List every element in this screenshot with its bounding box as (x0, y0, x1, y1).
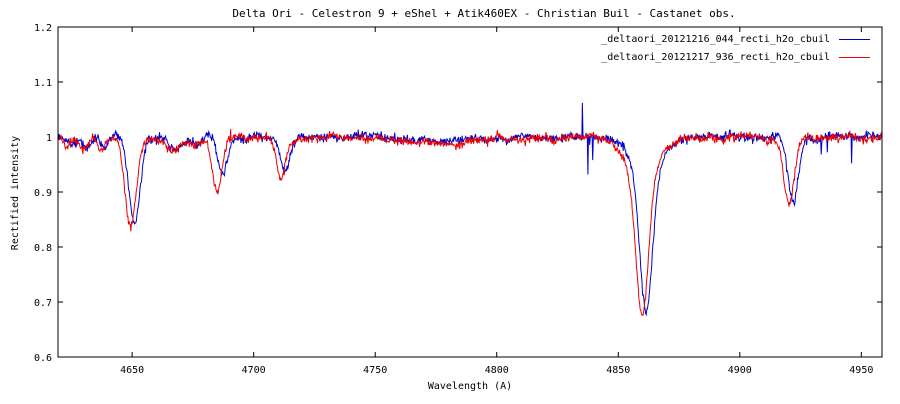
x-tick-label: 4900 (728, 365, 752, 376)
legend: _deltaori_20121216_044_recti_h2o_cbuil _… (601, 31, 870, 65)
series-line-red (57, 128, 883, 317)
x-tick-label: 4800 (485, 365, 509, 376)
x-tick-label: 4850 (606, 365, 630, 376)
legend-line-sample-blue (839, 38, 870, 40)
y-tick-label: 0.7 (34, 298, 52, 309)
legend-line-sample-red (839, 56, 870, 58)
legend-label-red: _deltaori_20121217_936_recti_h2o_cbuil (601, 51, 830, 63)
y-tick-label: 0.8 (34, 243, 52, 254)
series-line-blue (57, 102, 883, 317)
legend-label-blue: _deltaori_20121216_044_recti_h2o_cbuil (601, 33, 830, 45)
chart-title: Delta Ori - Celestron 9 + eShel + Atik46… (232, 7, 736, 20)
y-axis-label: Rectified intensity (10, 135, 21, 251)
legend-entry-red: _deltaori_20121217_936_recti_h2o_cbuil (601, 49, 870, 65)
plot-border (57, 26, 883, 358)
x-tick-label: 4650 (120, 365, 144, 376)
y-tick-label: 0.6 (34, 353, 52, 364)
x-tick-label: 4950 (849, 365, 873, 376)
x-axis-label: Wavelength (A) (427, 381, 513, 392)
y-tick-label: 1 (46, 133, 52, 144)
legend-entry-blue: _deltaori_20121216_044_recti_h2o_cbuil (601, 31, 870, 47)
x-tick-label: 4750 (363, 365, 387, 376)
x-tick-label: 4700 (242, 365, 266, 376)
y-tick-label: 0.9 (34, 188, 52, 199)
y-tick-label: 1.1 (34, 78, 52, 89)
y-tick-label: 1.2 (34, 23, 52, 34)
